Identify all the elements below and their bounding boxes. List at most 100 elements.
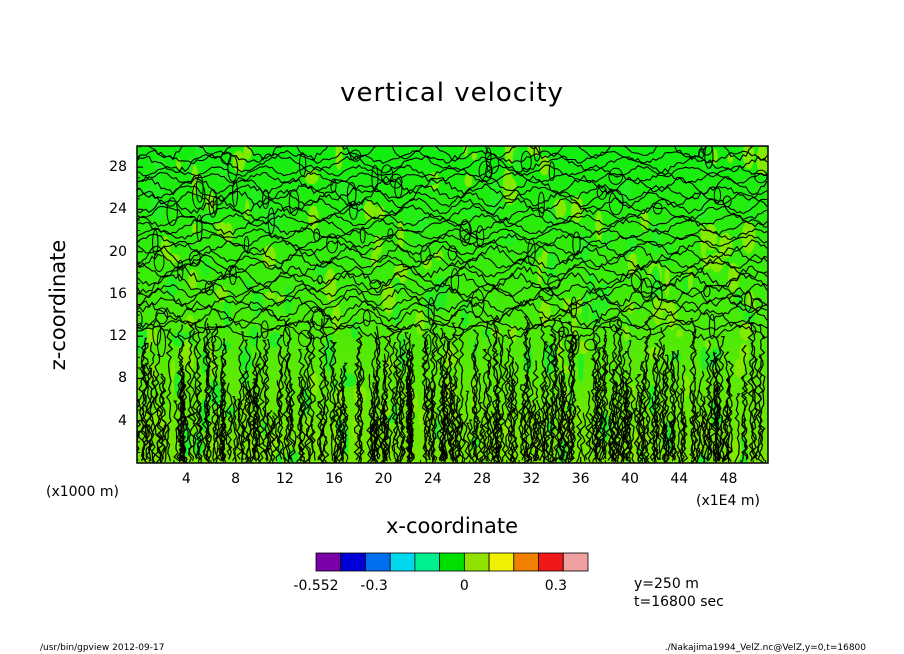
contour-line xyxy=(274,380,282,462)
contour-line xyxy=(159,373,167,463)
contour-line xyxy=(428,387,435,461)
contour-line xyxy=(211,323,219,461)
contour-line xyxy=(544,385,552,463)
contour-line xyxy=(447,377,456,463)
field-patch xyxy=(381,283,396,314)
contour-line xyxy=(194,319,203,461)
y-tick-label: 28 xyxy=(109,159,127,176)
contour-line xyxy=(137,306,768,330)
field-patch xyxy=(490,178,501,207)
contour-line xyxy=(339,420,344,462)
field-patch xyxy=(243,146,253,160)
colorbar-tick-label: -0.3 xyxy=(360,578,388,594)
field-patch xyxy=(512,146,522,178)
contour-line xyxy=(701,421,709,463)
y-tick-label: 12 xyxy=(109,328,127,345)
field-patch xyxy=(700,346,707,371)
y-tick-label: 20 xyxy=(109,243,127,260)
contour-line xyxy=(225,382,233,460)
contour-loop xyxy=(155,307,169,325)
contour-line xyxy=(382,336,390,462)
contour-line xyxy=(503,348,511,462)
contour-line xyxy=(267,410,274,463)
contour-line xyxy=(187,324,196,462)
contour-line xyxy=(608,397,616,463)
contour-loop xyxy=(420,244,431,266)
field-patch xyxy=(232,150,246,173)
contour-line xyxy=(245,381,253,463)
contour-loop xyxy=(177,259,184,282)
field-patch xyxy=(676,329,684,338)
contour-line xyxy=(661,421,669,463)
contour-loop xyxy=(713,187,722,204)
contour-loop xyxy=(346,181,357,206)
contour-line xyxy=(328,340,336,461)
contour-line xyxy=(137,164,768,178)
contour-line xyxy=(321,318,330,463)
contour-line xyxy=(276,334,285,460)
x-tick-label: 48 xyxy=(719,471,738,487)
field-patch xyxy=(463,146,469,157)
contour-line xyxy=(369,424,375,462)
contour-line xyxy=(565,340,573,461)
contour-line xyxy=(712,352,720,462)
field-patch xyxy=(336,177,351,202)
field-patch xyxy=(712,148,718,165)
contour-loop xyxy=(196,214,203,242)
contour-loop xyxy=(427,297,435,326)
contour-line xyxy=(384,418,392,460)
contour-line xyxy=(392,342,400,463)
contour-loop xyxy=(297,329,313,348)
x-tick-label: 16 xyxy=(325,471,344,487)
contour-loop xyxy=(547,275,561,290)
field-patch xyxy=(363,200,376,222)
contour-line xyxy=(466,422,472,460)
contour-line xyxy=(747,316,755,462)
contour-line xyxy=(303,346,311,463)
contour-loop xyxy=(153,249,165,272)
field-patch xyxy=(546,252,553,280)
x-axis-ticks xyxy=(148,457,767,463)
field-patch xyxy=(626,301,635,315)
contour-line xyxy=(404,332,412,461)
contour-loop xyxy=(475,225,485,248)
contour-line xyxy=(317,401,325,463)
colorbar-swatch xyxy=(315,552,342,572)
x-tick-label: 24 xyxy=(423,471,442,487)
field-patch xyxy=(212,385,223,394)
contour-loop xyxy=(195,174,204,203)
contour-line xyxy=(289,383,297,461)
contour-loop xyxy=(537,191,545,218)
contour-line xyxy=(584,391,592,460)
contour-loop xyxy=(485,165,493,178)
field-patch xyxy=(308,205,319,231)
contour-line xyxy=(648,396,656,462)
colorbar-swatch xyxy=(562,552,589,572)
contour-loop xyxy=(380,164,394,186)
contour-line xyxy=(262,339,270,461)
contour-line xyxy=(653,343,662,461)
x-tick-label: 44 xyxy=(670,471,689,487)
contour-line xyxy=(213,402,222,463)
field-patch xyxy=(262,203,275,237)
x-scale-label: (x1E4 m) xyxy=(696,493,760,509)
contour-line xyxy=(552,339,560,460)
contour-line xyxy=(507,329,515,463)
field-patch xyxy=(687,263,693,294)
contour-line xyxy=(436,328,444,461)
contour-line xyxy=(519,384,527,462)
field-patch xyxy=(464,174,473,188)
contour-line xyxy=(308,315,316,461)
field-patch xyxy=(433,276,448,312)
contour-loop xyxy=(424,334,432,356)
x-tick-label: 4 xyxy=(181,471,191,487)
contour-line xyxy=(579,412,586,462)
colorbar-swatch xyxy=(488,552,515,572)
field-patch xyxy=(577,340,589,355)
contour-line xyxy=(204,323,212,461)
contour-line xyxy=(548,334,558,463)
field-patch xyxy=(696,209,709,220)
contour-line xyxy=(210,329,219,462)
field-patch xyxy=(482,328,492,339)
